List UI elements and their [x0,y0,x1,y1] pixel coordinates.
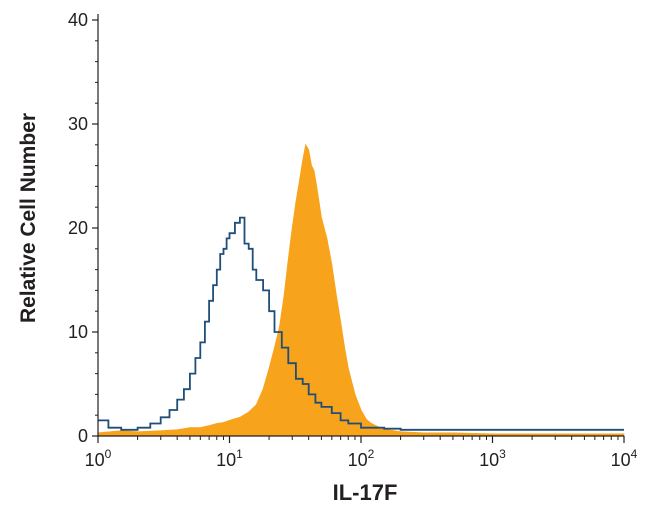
y-axis-label-container: Relative Cell Number [0,0,60,525]
y-tick-label: 0 [78,426,88,446]
y-tick-label: 40 [68,10,88,30]
tick-labels: 0 10 20 30 40 100 101 102 103 104 [68,10,638,470]
x-tick-label: 102 [348,447,375,470]
histogram-series-1 [97,143,625,437]
histogram-series-2 [98,216,624,431]
x-axis-label: IL-17F [332,480,398,505]
x-tick-label: 101 [216,447,243,470]
y-tick-label: 10 [68,322,88,342]
plot-area [97,143,625,437]
x-tick-label: 103 [479,447,506,470]
x-tick-label: 100 [85,447,112,470]
y-axis-label: Relative Cell Number [17,112,40,324]
y-tick-label: 20 [68,218,88,238]
axes [97,14,624,437]
y-tick-label: 30 [68,114,88,134]
x-tick-label: 104 [611,447,638,470]
